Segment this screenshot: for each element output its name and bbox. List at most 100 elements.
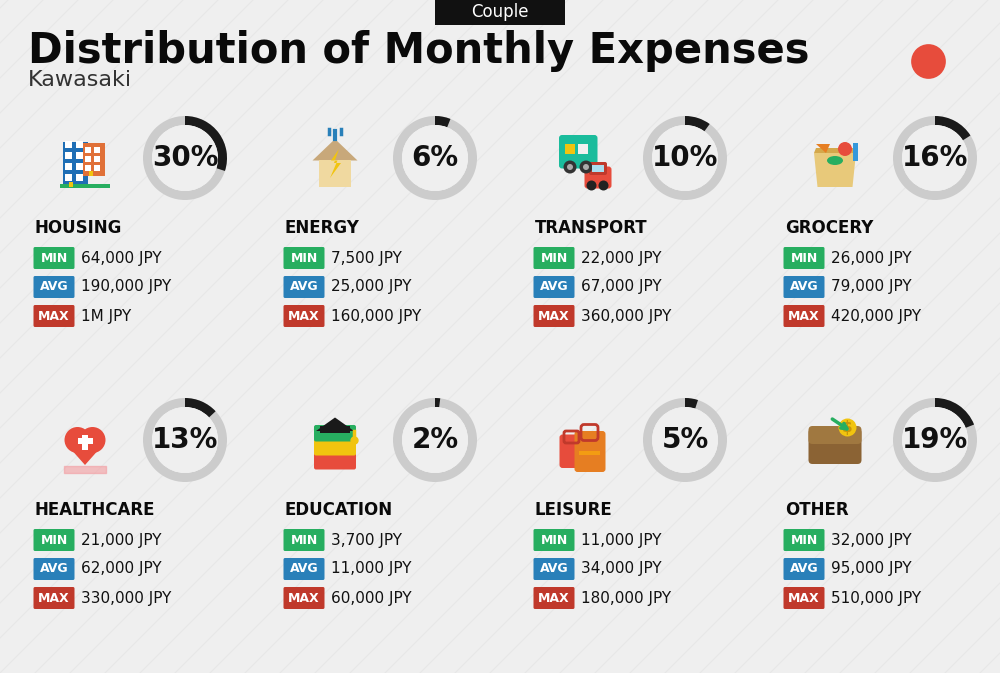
Text: 13%: 13% (152, 426, 218, 454)
Bar (84, 147, 90, 153)
Bar (578, 144, 588, 154)
Polygon shape (814, 148, 856, 153)
Text: 30%: 30% (152, 144, 218, 172)
Bar (94, 164, 100, 170)
Bar (579, 451, 600, 455)
Wedge shape (435, 398, 440, 407)
Bar (852, 143, 858, 160)
FancyBboxPatch shape (34, 558, 74, 580)
FancyBboxPatch shape (314, 425, 356, 441)
Text: $: $ (842, 420, 853, 435)
Wedge shape (143, 398, 227, 482)
Text: 79,000 JPY: 79,000 JPY (831, 279, 912, 295)
Wedge shape (893, 398, 977, 482)
Text: 6%: 6% (411, 144, 459, 172)
Bar (65, 162, 72, 170)
Polygon shape (65, 443, 105, 465)
FancyBboxPatch shape (284, 587, 324, 609)
Text: 19%: 19% (902, 426, 968, 454)
Polygon shape (316, 417, 354, 431)
Wedge shape (393, 398, 477, 482)
Bar (69, 182, 73, 187)
Text: 11,000 JPY: 11,000 JPY (581, 532, 662, 548)
Text: HOUSING: HOUSING (35, 219, 122, 237)
Circle shape (652, 125, 718, 191)
Bar (82, 435, 88, 450)
Text: AVG: AVG (290, 563, 318, 575)
Text: AVG: AVG (790, 563, 818, 575)
Bar (76, 141, 83, 147)
Text: TRANSPORT: TRANSPORT (535, 219, 648, 237)
FancyBboxPatch shape (574, 431, 606, 472)
Bar (78, 438, 92, 444)
FancyBboxPatch shape (589, 162, 607, 175)
FancyBboxPatch shape (284, 529, 324, 551)
FancyBboxPatch shape (284, 305, 324, 327)
Text: 510,000 JPY: 510,000 JPY (831, 590, 921, 606)
Bar (62, 142, 88, 187)
Text: 330,000 JPY: 330,000 JPY (81, 590, 171, 606)
Bar (65, 141, 72, 147)
Circle shape (152, 407, 218, 473)
Polygon shape (330, 149, 341, 178)
Text: Couple: Couple (471, 3, 529, 21)
Text: 34,000 JPY: 34,000 JPY (581, 561, 662, 577)
Text: 1M JPY: 1M JPY (81, 308, 131, 324)
Text: Distribution of Monthly Expenses: Distribution of Monthly Expenses (28, 30, 810, 72)
Bar (60, 184, 110, 188)
Text: 3,700 JPY: 3,700 JPY (331, 532, 402, 548)
FancyBboxPatch shape (284, 276, 324, 298)
Ellipse shape (827, 156, 843, 165)
Text: 95,000 JPY: 95,000 JPY (831, 561, 912, 577)
Text: 2%: 2% (411, 426, 459, 454)
FancyBboxPatch shape (534, 558, 574, 580)
Text: MIN: MIN (790, 534, 818, 546)
Wedge shape (643, 116, 727, 200)
Bar (592, 165, 604, 172)
FancyBboxPatch shape (435, 0, 565, 25)
Circle shape (80, 427, 106, 453)
Bar (84, 164, 90, 170)
Text: 360,000 JPY: 360,000 JPY (581, 308, 671, 324)
Wedge shape (685, 116, 710, 131)
Text: 16%: 16% (902, 144, 968, 172)
FancyBboxPatch shape (808, 426, 862, 444)
Text: MAX: MAX (538, 592, 570, 604)
Bar (94, 155, 100, 162)
Text: MAX: MAX (288, 310, 320, 322)
Wedge shape (643, 398, 727, 482)
FancyBboxPatch shape (534, 247, 574, 269)
Circle shape (586, 180, 596, 190)
Wedge shape (935, 398, 974, 428)
Bar (76, 162, 83, 170)
FancyBboxPatch shape (784, 305, 824, 327)
Text: AVG: AVG (40, 281, 68, 293)
Bar (319, 160, 351, 187)
Text: 25,000 JPY: 25,000 JPY (331, 279, 412, 295)
Text: MIN: MIN (790, 252, 818, 264)
Text: Kawasaki: Kawasaki (28, 70, 132, 90)
Text: 64,000 JPY: 64,000 JPY (81, 250, 162, 266)
Text: EDUCATION: EDUCATION (285, 501, 393, 519)
FancyBboxPatch shape (534, 305, 574, 327)
Text: 26,000 JPY: 26,000 JPY (831, 250, 912, 266)
Wedge shape (143, 116, 227, 200)
Wedge shape (893, 116, 977, 200)
FancyBboxPatch shape (560, 435, 586, 468)
FancyBboxPatch shape (34, 276, 74, 298)
Circle shape (838, 142, 852, 156)
FancyBboxPatch shape (34, 305, 74, 327)
FancyBboxPatch shape (534, 276, 574, 298)
Wedge shape (935, 116, 970, 140)
Circle shape (564, 160, 576, 174)
Bar (320, 425, 350, 433)
FancyBboxPatch shape (534, 529, 574, 551)
Text: 180,000 JPY: 180,000 JPY (581, 590, 671, 606)
Bar (94, 147, 100, 153)
Bar (76, 174, 83, 180)
Text: GROCERY: GROCERY (785, 219, 873, 237)
FancyBboxPatch shape (34, 529, 74, 551)
Bar (84, 155, 90, 162)
Text: MIN: MIN (40, 252, 68, 264)
FancyBboxPatch shape (784, 587, 824, 609)
